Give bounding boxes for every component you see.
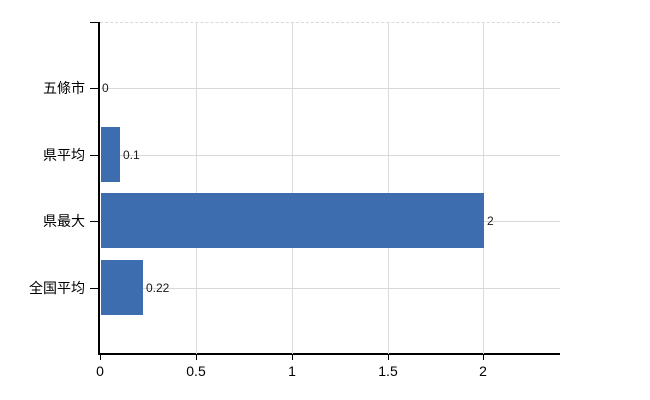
x-axis-tick [388, 354, 389, 360]
x-axis-tick [483, 354, 484, 360]
category-label: 県最大 [43, 213, 85, 229]
x-axis-line [98, 353, 560, 355]
bar-value-label: 0.1 [123, 148, 140, 162]
vertical-gridline [196, 22, 197, 354]
bar [101, 260, 143, 315]
x-axis-tick-label: 2 [479, 363, 487, 379]
category-label: 全国平均 [29, 280, 85, 296]
y-axis-tick [90, 88, 98, 89]
category-label: 五條市 [43, 80, 85, 96]
x-axis-tick [100, 354, 101, 360]
vertical-gridline [292, 22, 293, 354]
y-axis-tick [90, 155, 98, 156]
bar [101, 127, 120, 182]
horizontal-gridline [101, 88, 560, 89]
category-label: 県平均 [43, 147, 85, 163]
plot-area [100, 22, 560, 354]
x-axis-tick-label: 1 [288, 363, 296, 379]
bar-value-label: 2 [487, 214, 494, 228]
bar-value-label: 0.22 [146, 281, 170, 295]
y-axis-tick [90, 221, 98, 222]
x-axis-tick-label: 0.5 [186, 363, 206, 379]
vertical-gridline [483, 22, 484, 354]
vertical-gridline [388, 22, 389, 354]
horizontal-gridline [101, 288, 560, 289]
x-axis-tick [196, 354, 197, 360]
bar [101, 193, 484, 248]
horizontal-gridline [101, 155, 560, 156]
x-axis-tick-label: 0 [96, 363, 104, 379]
x-axis-tick [292, 354, 293, 360]
bar-value-label: 0 [102, 81, 109, 95]
y-axis-line [98, 22, 100, 355]
x-axis-tick-label: 1.5 [378, 363, 398, 379]
y-axis-tick [90, 288, 98, 289]
y-axis-tick [90, 22, 98, 23]
